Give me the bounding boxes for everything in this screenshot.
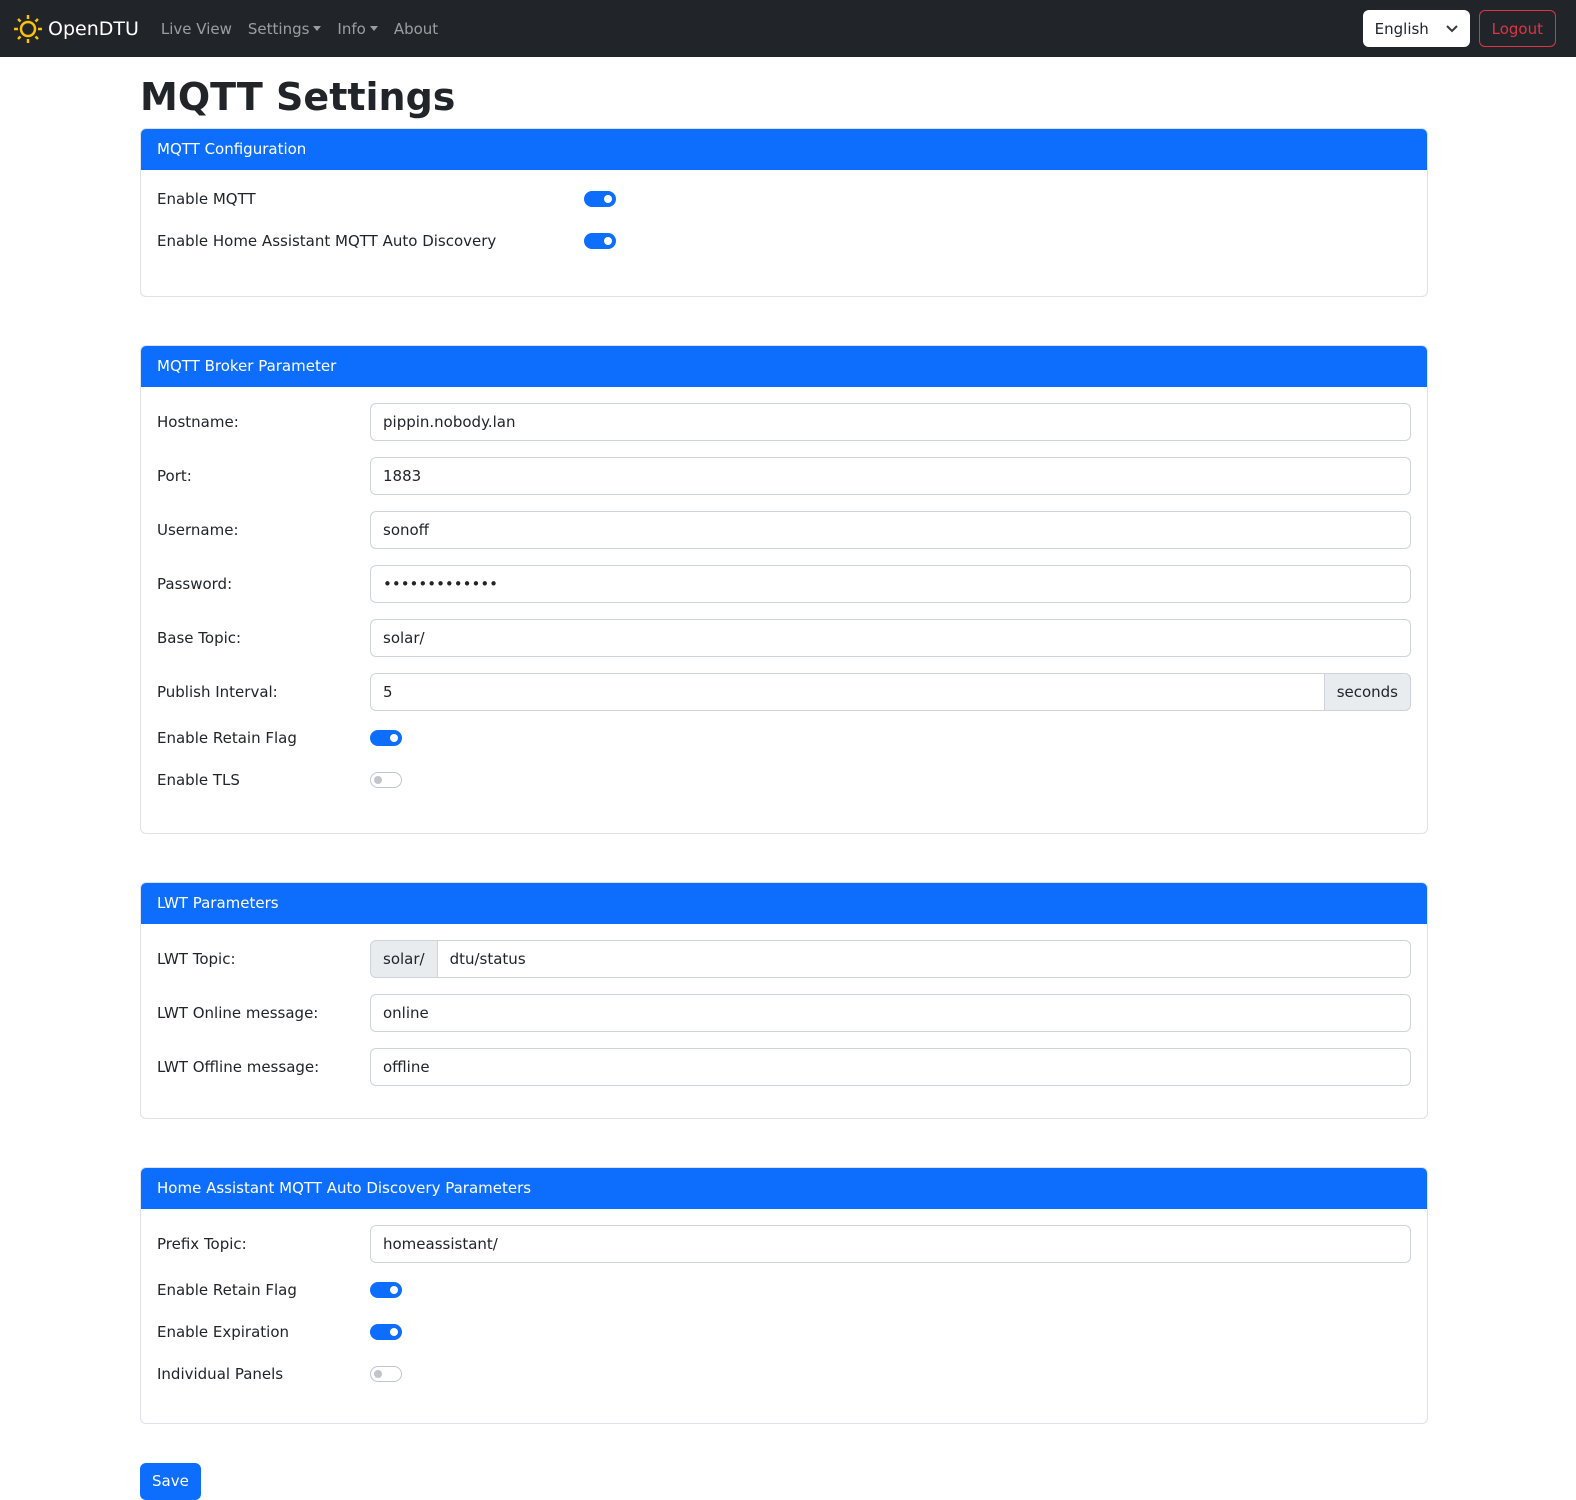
password-label: Password: (157, 575, 233, 593)
nav-info-label: Info (337, 19, 366, 38)
ha-discovery-card: Home Assistant MQTT Auto Discovery Param… (140, 1167, 1428, 1424)
retain-label: Enable Retain Flag (157, 729, 297, 747)
password-input[interactable]: ••••••••••••• (370, 565, 1411, 603)
prefix-topic-label: Prefix Topic: (157, 1235, 247, 1253)
caret-down-icon (313, 26, 322, 31)
hostname-input[interactable]: pippin.nobody.lan (370, 403, 1411, 441)
page-title: MQTT Settings (140, 75, 456, 119)
individual-panels-label: Individual Panels (157, 1365, 284, 1383)
port-label: Port: (157, 467, 192, 485)
lwt-online-label: LWT Online message: (157, 1004, 319, 1022)
nav-info[interactable]: Info (337, 19, 378, 38)
mqtt-configuration-card: MQTT Configuration Enable MQTT Enable Ho… (140, 128, 1428, 297)
username-input[interactable]: sonoff (370, 511, 1411, 549)
nav-about[interactable]: About (393, 19, 439, 38)
tls-label: Enable TLS (157, 771, 240, 789)
username-label: Username: (157, 521, 239, 539)
enable-ha-label: Enable Home Assistant MQTT Auto Discover… (157, 232, 497, 250)
lwt-prefix-addon: solar/ (370, 940, 438, 978)
logout-button[interactable]: Logout (1478, 10, 1556, 47)
card-header: LWT Parameters (141, 883, 1427, 924)
tls-toggle[interactable] (370, 772, 402, 788)
base-topic-label: Base Topic: (157, 629, 242, 647)
save-button[interactable]: Save (140, 1463, 201, 1500)
individual-panels-toggle[interactable] (370, 1366, 402, 1382)
seconds-addon: seconds (1324, 673, 1411, 711)
enable-mqtt-toggle[interactable] (584, 191, 616, 207)
expiration-label: Enable Expiration (157, 1323, 289, 1341)
publish-interval-input[interactable]: 5 (370, 673, 1325, 711)
ha-retain-toggle[interactable] (370, 1282, 402, 1298)
base-topic-input[interactable]: solar/ (370, 619, 1411, 657)
nav-settings[interactable]: Settings (248, 20, 322, 38)
expiration-toggle[interactable] (370, 1324, 402, 1340)
sun-icon (14, 14, 42, 43)
mqtt-broker-card: MQTT Broker Parameter Hostname: pippin.no… (140, 345, 1428, 834)
navbar: OpenDTU Live View Settings Info About En… (0, 0, 1576, 57)
lwt-topic-input[interactable]: dtu/status (437, 940, 1411, 978)
lwt-offline-input[interactable]: offline (370, 1048, 1411, 1086)
language-value: English (1374, 19, 1429, 38)
chevron-down-icon (1445, 24, 1458, 32)
lwt-card: LWT Parameters LWT Topic: solar/dtu/stat… (140, 882, 1428, 1119)
publish-interval-label: Publish Interval: (157, 683, 278, 701)
card-header: MQTT Broker Parameter (141, 346, 1427, 387)
lwt-topic-label: LWT Topic: (157, 950, 236, 968)
card-header: MQTT Configuration (141, 129, 1427, 170)
brand[interactable]: OpenDTU (12, 13, 139, 45)
port-input[interactable]: 1883 (370, 457, 1411, 495)
retain-toggle[interactable] (370, 730, 402, 746)
prefix-topic-input[interactable]: homeassistant/ (370, 1225, 1411, 1263)
enable-ha-toggle[interactable] (584, 233, 616, 249)
caret-down-icon (369, 26, 378, 31)
nav-live-view[interactable]: Live View (160, 19, 232, 38)
lwt-offline-label: LWT Offline message: (157, 1058, 320, 1076)
ha-retain-label: Enable Retain Flag (157, 1281, 297, 1299)
brand-name: OpenDTU (48, 17, 139, 40)
language-select[interactable]: English (1362, 10, 1470, 47)
hostname-label: Hostname: (157, 413, 239, 431)
enable-mqtt-label: Enable MQTT (157, 190, 256, 208)
nav-settings-label: Settings (247, 19, 310, 38)
card-header: Home Assistant MQTT Auto Discovery Param… (141, 1168, 1427, 1209)
lwt-online-input[interactable]: online (370, 994, 1411, 1032)
